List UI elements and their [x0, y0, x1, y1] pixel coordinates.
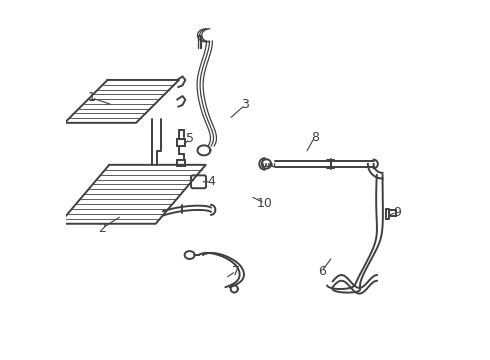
- Text: 7: 7: [232, 265, 240, 278]
- Text: 4: 4: [207, 175, 215, 188]
- Text: 1: 1: [87, 91, 96, 104]
- Text: 6: 6: [318, 265, 326, 278]
- Text: 5: 5: [186, 132, 194, 145]
- Text: 3: 3: [241, 99, 249, 112]
- Text: 2: 2: [98, 222, 106, 235]
- Text: 8: 8: [311, 131, 319, 144]
- Text: 9: 9: [393, 206, 401, 219]
- Text: 10: 10: [257, 197, 272, 210]
